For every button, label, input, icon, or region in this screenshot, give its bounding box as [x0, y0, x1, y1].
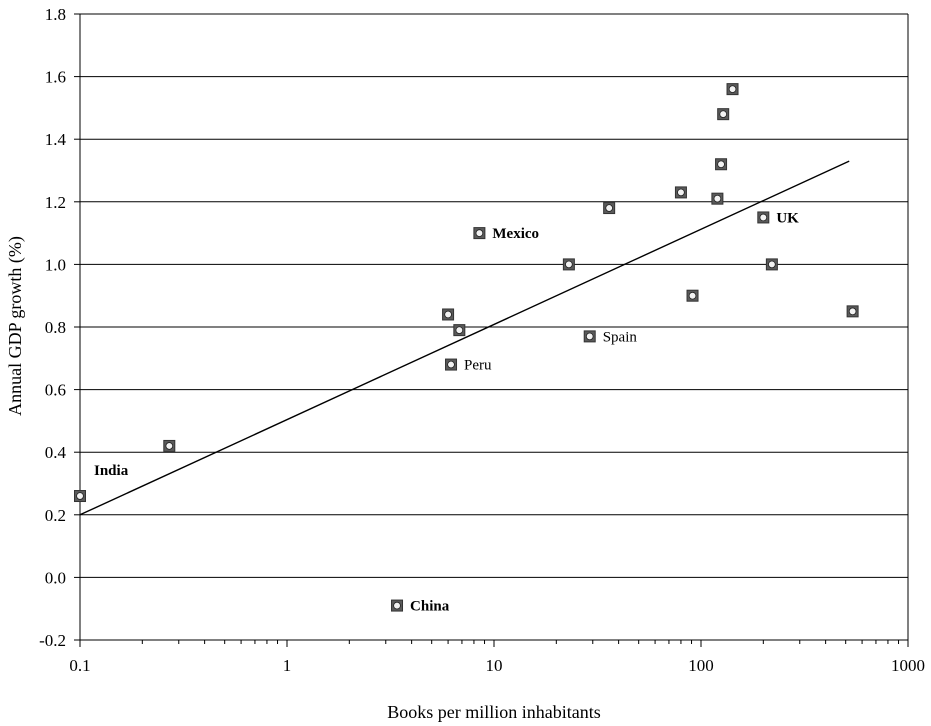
- point-marker-circle: [447, 360, 455, 369]
- data-point: [583, 330, 596, 343]
- point-label: UK: [776, 210, 799, 226]
- x-tick-label: 1000: [891, 656, 925, 675]
- data-point: [757, 211, 770, 224]
- point-label: China: [410, 599, 450, 615]
- data-point: [391, 599, 404, 612]
- point-marker-circle: [76, 492, 84, 500]
- point-marker-circle: [165, 442, 174, 450]
- x-tick-label: 100: [688, 656, 714, 675]
- data-point: [726, 83, 739, 96]
- y-tick-label: 1.2: [45, 193, 66, 212]
- data-point: [674, 186, 687, 199]
- y-axis-title: Annual GDP growth (%): [5, 236, 26, 416]
- trendline: [79, 160, 850, 516]
- y-tick-label: 1.8: [45, 5, 66, 24]
- y-tick-label: 1.4: [45, 130, 67, 149]
- data-point: [442, 308, 455, 321]
- data-point: [765, 258, 778, 271]
- data-point: [711, 192, 724, 205]
- data-point: [846, 305, 859, 318]
- point-marker-circle: [585, 332, 594, 341]
- data-point: [74, 490, 86, 503]
- axes: -0.2 0.0 0.2 0.4 0.6 0.8 1.0 1.2 1.4 1.6 1.8 0.1 1 10…: [39, 5, 925, 675]
- point-label: India: [94, 463, 129, 479]
- data-point: [473, 227, 486, 240]
- data-points: [74, 83, 859, 612]
- data-point: [717, 108, 730, 121]
- data-point: [603, 202, 616, 215]
- point-marker-circle: [605, 204, 613, 212]
- x-tick-label: 10: [486, 656, 503, 675]
- data-point: [715, 158, 728, 171]
- y-tick-label: 0.8: [45, 318, 66, 337]
- y-tick-label: -0.2: [39, 631, 66, 650]
- x-axis-title: Books per million inhabitants: [387, 702, 601, 722]
- point-marker-circle: [475, 229, 484, 237]
- y-tick-label: 0.2: [45, 506, 66, 525]
- point-marker-circle: [717, 160, 725, 169]
- point-marker-circle: [677, 188, 685, 197]
- point-marker-circle: [768, 260, 776, 269]
- data-point: [163, 439, 176, 452]
- data-point: [686, 289, 699, 302]
- point-marker-circle: [455, 326, 464, 334]
- y-tick-label: 0.4: [45, 443, 67, 462]
- y-tick-label: 0.0: [45, 568, 66, 587]
- point-marker-circle: [728, 85, 737, 93]
- y-tick-label: 1.0: [45, 255, 66, 274]
- point-marker-circle: [759, 213, 768, 222]
- data-point: [453, 324, 466, 337]
- point-label: Spain: [603, 329, 638, 345]
- gridlines: [80, 13, 908, 641]
- x-tick-label: 0.1: [69, 656, 90, 675]
- point-marker-circle: [565, 260, 573, 269]
- point-marker-circle: [719, 110, 727, 118]
- y-tick-label: 0.6: [45, 381, 66, 400]
- point-marker-circle: [848, 307, 857, 316]
- point-label: Peru: [464, 358, 492, 374]
- point-marker-circle: [688, 291, 697, 300]
- point-marker-circle: [393, 601, 401, 610]
- point-label: Mexico: [492, 226, 539, 242]
- data-point: [445, 358, 458, 371]
- x-tick-label: 1: [283, 656, 292, 675]
- y-tick-label: 1.6: [45, 68, 66, 87]
- point-marker-circle: [444, 310, 452, 319]
- point-labels: India China Peru Mexico Spain UK: [94, 210, 799, 614]
- data-point: [562, 258, 575, 271]
- trendline-layer: [79, 160, 850, 516]
- point-marker-circle: [713, 194, 722, 203]
